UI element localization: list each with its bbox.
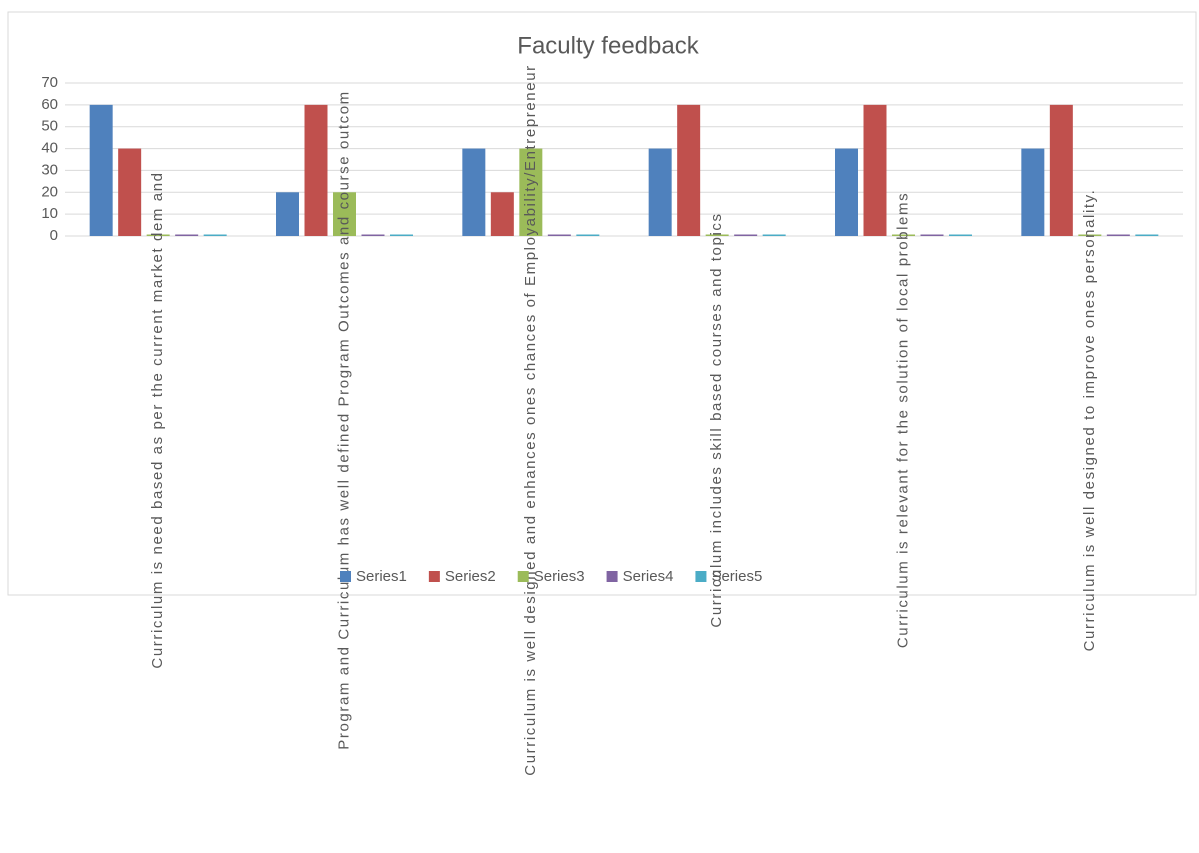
y-tick-label: 30 (41, 161, 58, 178)
legend-swatch (606, 571, 618, 582)
y-tick-label: 60 (41, 96, 58, 113)
y-tick-label: 10 (41, 205, 58, 222)
bar (705, 234, 729, 236)
bar (361, 234, 385, 236)
legend-label: Series4 (623, 568, 674, 585)
legend-label: Series2 (445, 568, 496, 585)
y-tick-label: 40 (41, 140, 58, 157)
bar (576, 234, 600, 236)
bar (462, 148, 486, 236)
bar (304, 104, 328, 236)
bar (762, 234, 786, 236)
bar (835, 148, 858, 236)
x-tick-label: Curriculum is well designed and enhances… (522, 64, 539, 775)
bar (333, 192, 356, 236)
bar (892, 234, 915, 236)
legend-label: Series1 (356, 568, 407, 585)
bar (1078, 234, 1102, 236)
y-tick-label: 0 (50, 227, 58, 244)
y-tick-label: 70 (41, 74, 58, 91)
legend-swatch (695, 571, 707, 582)
bar (146, 234, 170, 236)
bar (949, 234, 972, 236)
bar (1021, 148, 1045, 236)
legend-swatch (428, 571, 440, 582)
bar (519, 148, 543, 236)
y-tick-label: 20 (41, 183, 58, 200)
x-tick-label: Curriculum is relevant for the solution … (894, 192, 911, 648)
x-tick-label: Curriculum is need based as per the curr… (149, 171, 166, 668)
chart-title: Faculty feedback (517, 32, 699, 59)
bar (1135, 234, 1159, 236)
bar (89, 104, 113, 236)
bar (175, 234, 199, 236)
bar (863, 104, 887, 236)
bar (203, 234, 227, 236)
bar (118, 148, 142, 236)
bar (276, 192, 299, 236)
bar (1049, 104, 1073, 236)
bar (677, 104, 701, 236)
bar (920, 234, 944, 236)
bar (1106, 234, 1130, 236)
chart-frame (7, 11, 1197, 596)
bar (648, 148, 672, 236)
legend-label: Series3 (534, 568, 585, 585)
bar (734, 234, 758, 236)
bar (547, 234, 571, 236)
legend-swatch (517, 571, 529, 582)
x-tick-label: Curriculum is well designed to improve o… (1081, 189, 1098, 652)
y-tick-label: 50 (41, 118, 58, 135)
x-tick-label: Program and Curriculum has well defined … (335, 90, 352, 749)
x-tick-label: Curriculum includes skill based courses … (708, 212, 725, 627)
legend-label: Series5 (711, 568, 762, 585)
bar (390, 234, 413, 236)
bar (490, 192, 514, 236)
legend-swatch (340, 571, 351, 582)
